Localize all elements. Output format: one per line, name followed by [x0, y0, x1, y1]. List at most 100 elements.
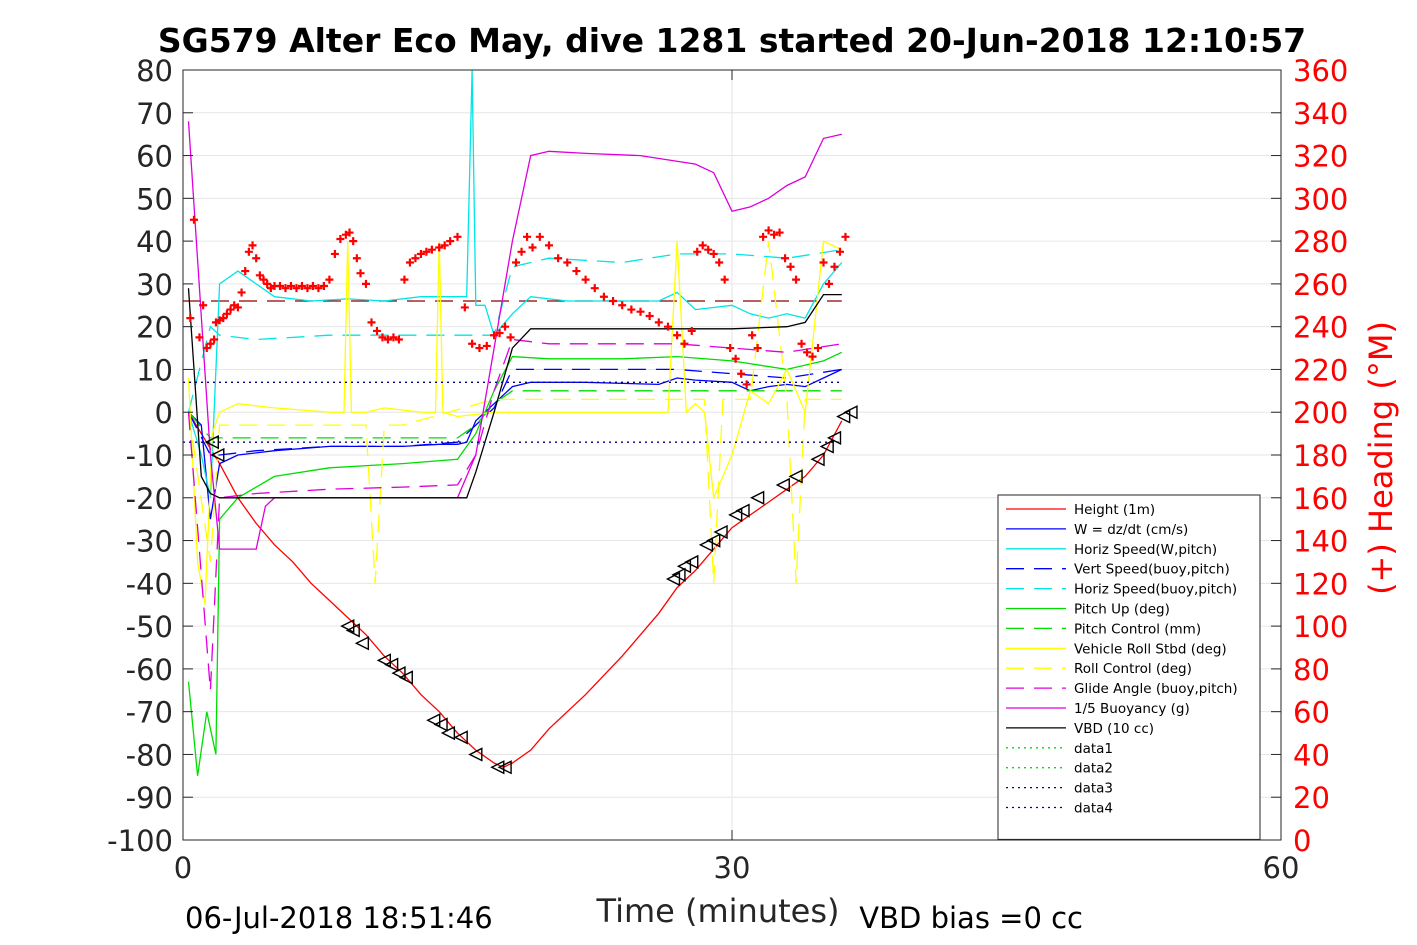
- heading-marker: [263, 279, 272, 288]
- triangle-marker: [819, 439, 834, 454]
- heading-marker: [687, 326, 696, 335]
- x-tick-label: 30: [714, 851, 751, 885]
- triangle-marker: [426, 713, 441, 728]
- heading-marker: [590, 284, 599, 293]
- heading-marker: [189, 215, 198, 224]
- heading-marker: [731, 354, 740, 363]
- y-tick-label: -90: [126, 781, 173, 815]
- triangle-marker: [750, 490, 765, 505]
- heading-marker: [400, 275, 409, 284]
- heading-marker: [819, 258, 828, 267]
- heading-marker: [654, 318, 663, 327]
- y-tick-label: 0: [155, 396, 173, 430]
- heading-marker: [281, 284, 290, 293]
- triangle-marker: [440, 725, 456, 741]
- heading-marker: [618, 301, 627, 310]
- marker-group: [186, 215, 858, 775]
- triangle-marker: [665, 571, 681, 587]
- y-right-tick-label: 20: [1293, 781, 1330, 815]
- chart-title: SG579 Alter Eco May, dive 1281 started 2…: [158, 21, 1306, 60]
- series-line: [187, 351, 843, 776]
- legend-label: data3: [1074, 781, 1113, 797]
- heading-marker: [303, 284, 312, 293]
- heading-marker: [362, 279, 370, 288]
- heading-marker: [336, 234, 345, 243]
- triangle-marker: [345, 623, 360, 638]
- y-tick-label: 80: [136, 54, 173, 88]
- triangle-marker: [490, 760, 505, 775]
- legend-label: Horiz Speed(W,pitch): [1074, 542, 1217, 558]
- heading-marker: [352, 254, 361, 263]
- heading-marker: [720, 275, 729, 284]
- heading-marker: [599, 292, 608, 301]
- heading-marker: [512, 258, 521, 267]
- heading-marker: [405, 258, 414, 267]
- heading-marker: [803, 348, 812, 357]
- heading-marker: [814, 344, 823, 353]
- y-right-tick-label: 120: [1293, 567, 1348, 601]
- heading-marker: [259, 275, 268, 284]
- heading-marker: [233, 303, 242, 312]
- y-right-tick-label: 360: [1293, 54, 1348, 88]
- y-right-tick-label: 300: [1293, 182, 1348, 216]
- heading-marker: [244, 247, 253, 256]
- heading-marker: [830, 262, 839, 271]
- heading-marker: [292, 284, 301, 293]
- heading-marker: [490, 331, 499, 340]
- series-line: [187, 368, 842, 456]
- legend-label: Pitch Up (deg): [1074, 602, 1170, 618]
- heading-marker: [545, 241, 553, 250]
- heading-marker: [698, 241, 707, 250]
- heading-marker: [186, 314, 195, 323]
- triangle-marker: [376, 653, 391, 668]
- heading-marker: [411, 254, 420, 263]
- heading-marker: [808, 352, 817, 361]
- heading-marker: [715, 258, 724, 267]
- y-tick-label: 20: [136, 311, 173, 345]
- heading-marker: [786, 262, 795, 271]
- triangle-marker: [398, 670, 413, 685]
- legend-label: Horiz Speed(buoy,pitch): [1074, 582, 1237, 598]
- triangle-marker: [391, 666, 406, 681]
- heading-marker: [226, 305, 235, 314]
- legend-label: Vehicle Roll Stbd (deg): [1074, 641, 1227, 657]
- triangle-marker: [810, 452, 825, 467]
- heading-marker: [673, 331, 682, 340]
- y-right-tick-label: 40: [1293, 738, 1330, 772]
- heading-marker: [389, 333, 398, 342]
- y-right-tick-label: 160: [1293, 482, 1348, 516]
- series-line: [187, 411, 843, 769]
- y-right-tick-label: 200: [1293, 396, 1348, 430]
- series-line: [187, 70, 843, 498]
- heading-marker: [770, 230, 779, 239]
- triangle-marker: [433, 717, 448, 732]
- triangle-marker: [728, 507, 743, 523]
- legend: Height (1m) W = dz/dt (cm/s) Horiz Speed(W…: [997, 494, 1261, 840]
- heading-marker: [210, 335, 219, 344]
- y-right-tick-label: 0: [1293, 824, 1311, 858]
- legend-box: [997, 494, 1261, 840]
- heading-marker: [248, 241, 257, 250]
- triangle-marker: [671, 567, 686, 582]
- y-tick-label: 60: [136, 140, 173, 174]
- heading-marker: [572, 267, 581, 276]
- heading-marker: [275, 282, 284, 291]
- series-line: [187, 338, 842, 691]
- axis-ticks: -100-90-80-70-60-50-40-30-20-10010203040…: [107, 54, 1348, 885]
- heading-marker: [726, 344, 735, 353]
- triangle-marker: [713, 524, 728, 540]
- y-tick-label: -50: [126, 610, 173, 644]
- heading-marker: [627, 305, 636, 314]
- y-tick-label: 50: [136, 182, 173, 216]
- heading-marker: [824, 279, 833, 288]
- heading-marker: [286, 282, 295, 291]
- heading-marker: [378, 333, 387, 342]
- heading-marker: [202, 344, 211, 353]
- timestamp-label: 06-Jul-2018 18:51:46: [185, 901, 493, 935]
- series-line: [187, 288, 842, 499]
- heading-marker: [422, 247, 431, 256]
- heading-marker: [501, 322, 510, 331]
- heading-marker: [535, 232, 544, 241]
- legend-label: data4: [1074, 801, 1113, 817]
- series-line: [188, 390, 842, 439]
